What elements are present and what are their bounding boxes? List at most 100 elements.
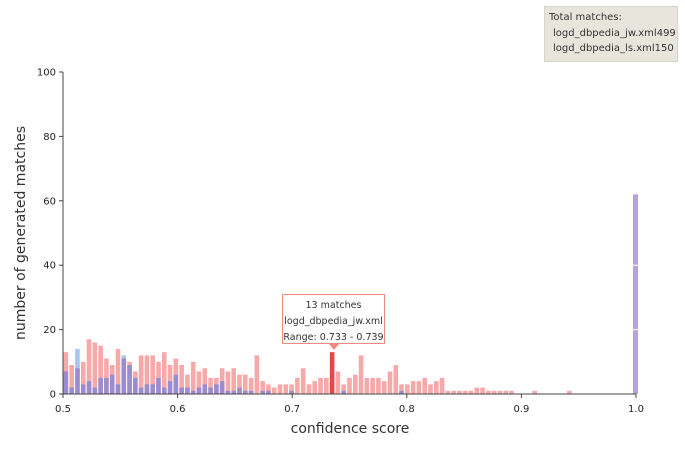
overlap-bar bbox=[133, 377, 138, 394]
overlap-bar bbox=[190, 390, 196, 394]
histogram-bar bbox=[248, 377, 254, 394]
histogram-bar bbox=[474, 387, 480, 394]
histogram-bar bbox=[306, 384, 312, 394]
overlap-bar bbox=[248, 390, 254, 394]
overlap-bar bbox=[161, 387, 167, 394]
legend-item-jw: logd_dbpedia_jw.xml 499 bbox=[549, 28, 676, 39]
histogram-bar bbox=[335, 371, 341, 394]
histogram-bar bbox=[185, 374, 190, 394]
axes: 0 20 40 60 80 100 0.5 0.6 0.7 0.8 0.9 1.0 bbox=[37, 68, 644, 416]
histogram-bar bbox=[289, 384, 294, 394]
histogram-bar bbox=[497, 390, 503, 394]
overlap-bar bbox=[196, 387, 202, 394]
y-tick-label: 0 bbox=[50, 390, 56, 401]
histogram-bar bbox=[231, 368, 237, 394]
overlap-bar bbox=[156, 377, 161, 394]
overlap-bar bbox=[231, 390, 237, 394]
histogram-bar bbox=[416, 381, 422, 394]
histogram-bar bbox=[451, 390, 456, 394]
tall-bar-1-0 bbox=[633, 194, 638, 394]
histogram-bar bbox=[445, 390, 451, 394]
tooltip-file: logd_dbpedia_jw.xml bbox=[284, 316, 383, 327]
x-tick-label: 1.0 bbox=[628, 404, 644, 415]
histogram-bar bbox=[190, 361, 196, 394]
overlap-bar bbox=[219, 381, 225, 394]
legend-item-ls: logd_dbpedia_ls.xml 150 bbox=[549, 43, 674, 54]
histogram-bar bbox=[532, 390, 537, 394]
overlap-bar bbox=[86, 381, 92, 394]
histogram-bar bbox=[104, 358, 109, 394]
histogram-bar bbox=[161, 352, 167, 394]
bar-tooltip: 13 matches logd_dbpedia_jw.xml Range: 0.… bbox=[282, 294, 385, 344]
overlap-bar bbox=[341, 390, 346, 394]
histogram-bar bbox=[370, 377, 375, 394]
overlap-bar bbox=[144, 384, 150, 394]
overlap-bar bbox=[167, 381, 173, 394]
histogram-bar bbox=[462, 390, 468, 394]
legend-item-count: 499 bbox=[656, 28, 676, 39]
overlap-bar bbox=[173, 374, 179, 394]
histogram-bar bbox=[428, 384, 433, 394]
overlap-bar bbox=[80, 384, 86, 394]
histogram-bar bbox=[486, 390, 491, 394]
overlap-bar bbox=[104, 377, 109, 394]
histogram-bar bbox=[358, 355, 364, 394]
overlap-bar bbox=[63, 371, 69, 394]
histogram-bar bbox=[439, 377, 445, 394]
histogram-bar bbox=[138, 355, 144, 394]
overlap-bar bbox=[237, 387, 242, 394]
overlap-bar bbox=[225, 390, 231, 394]
y-tick-label: 20 bbox=[43, 325, 56, 336]
histogram-bar bbox=[433, 381, 439, 394]
histogram-bar bbox=[98, 345, 103, 394]
histogram-bar bbox=[237, 374, 242, 394]
histogram-bar bbox=[393, 365, 399, 394]
overlap-bar bbox=[289, 390, 294, 394]
histogram-bar bbox=[196, 371, 202, 394]
histogram-bar bbox=[144, 355, 150, 394]
histogram-bar bbox=[364, 377, 370, 394]
histogram-bar bbox=[254, 355, 260, 394]
x-tick-label: 0.8 bbox=[399, 404, 415, 415]
y-tick-label: 60 bbox=[43, 196, 56, 207]
histogram-bar bbox=[480, 387, 485, 394]
histogram-bar bbox=[352, 374, 358, 394]
histogram-bar bbox=[509, 390, 514, 394]
histogram-bar bbox=[405, 384, 410, 394]
histogram-bar bbox=[347, 377, 352, 394]
tooltip-range: Range: 0.733 - 0.739 bbox=[283, 332, 384, 343]
overlap-bar bbox=[185, 387, 190, 394]
overlap-bar bbox=[138, 387, 144, 394]
overlap-bar bbox=[179, 387, 184, 394]
overlap-bar bbox=[208, 387, 213, 394]
legend-item-name: logd_dbpedia_jw.xml bbox=[553, 28, 657, 39]
x-tick-label: 0.6 bbox=[170, 404, 186, 415]
histogram-bar bbox=[243, 374, 248, 394]
histogram-bar bbox=[312, 381, 318, 394]
histogram-bar bbox=[115, 348, 121, 394]
x-tick-label: 0.9 bbox=[513, 404, 529, 415]
histogram-bar bbox=[266, 384, 271, 394]
histogram-bar bbox=[277, 384, 283, 394]
x-tick-label: 0.7 bbox=[284, 404, 300, 415]
y-tick-label: 100 bbox=[37, 68, 56, 79]
histogram-bar bbox=[202, 368, 208, 394]
y-axis-title: number of generated matches bbox=[13, 126, 29, 340]
legend-box: Total matches: logd_dbpedia_jw.xml 499 l… bbox=[544, 6, 678, 62]
histogram-bar bbox=[260, 381, 265, 394]
histogram-bar bbox=[225, 371, 231, 394]
histogram-bar bbox=[387, 371, 393, 394]
overlap-bar bbox=[150, 384, 155, 394]
overlap-bar bbox=[98, 377, 103, 394]
y-tick-label: 80 bbox=[43, 132, 56, 143]
histogram-bar bbox=[503, 390, 509, 394]
overlap-bar bbox=[75, 368, 80, 394]
histogram-bar bbox=[324, 377, 329, 394]
histogram-bar bbox=[283, 384, 289, 394]
histogram-bar bbox=[318, 377, 323, 394]
x-axis-title: confidence score bbox=[291, 421, 410, 437]
overlap-bar bbox=[127, 365, 132, 394]
legend-title: Total matches: bbox=[549, 12, 622, 23]
histogram-bar bbox=[468, 390, 474, 394]
